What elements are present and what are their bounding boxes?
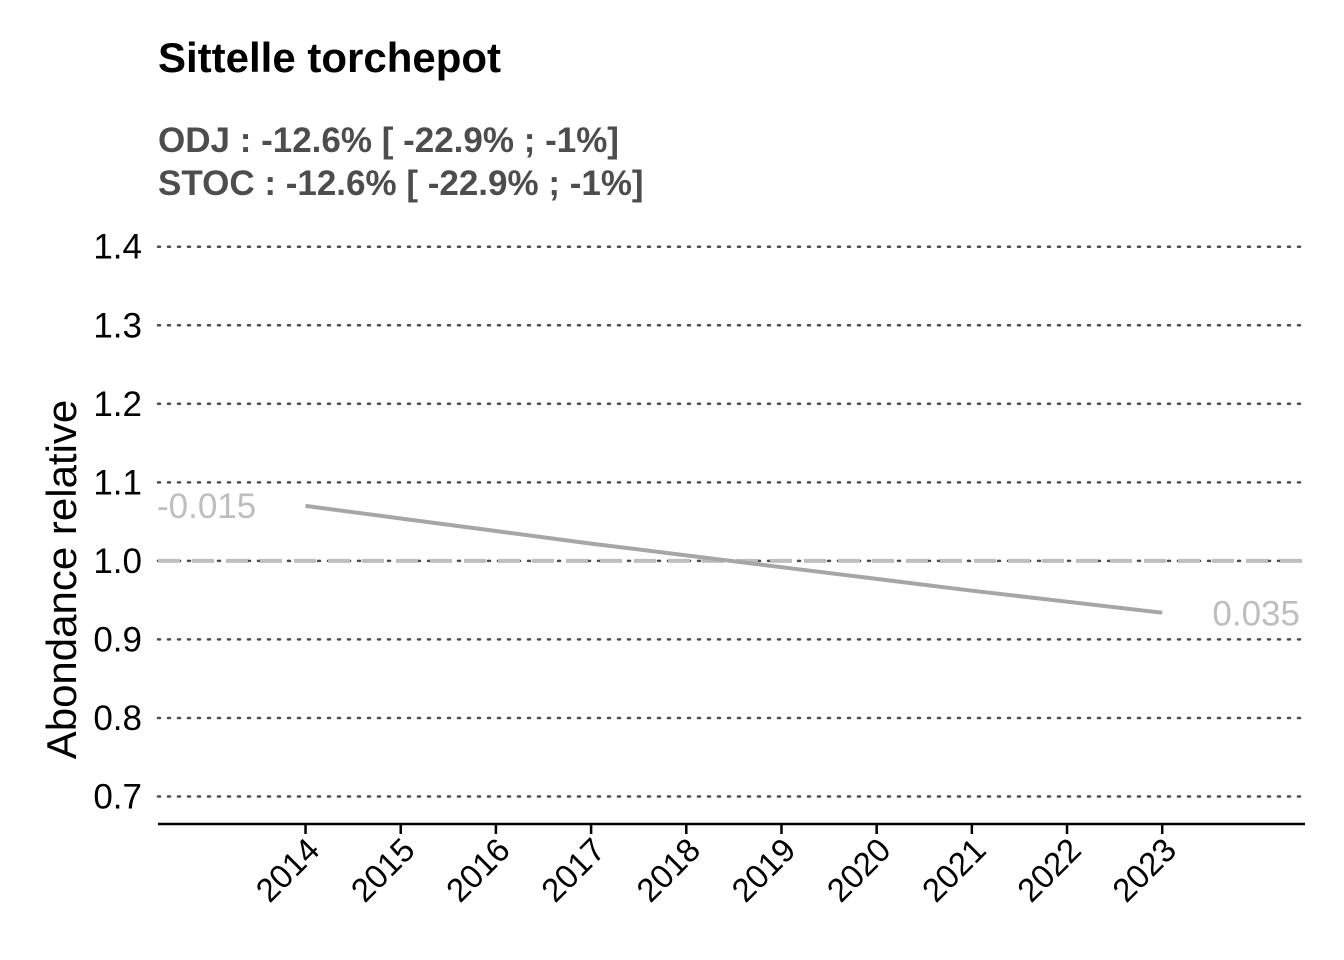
y-tick-label: 1.1: [93, 463, 142, 502]
x-tick-label: 2014: [248, 831, 326, 909]
y-tick-labels: 0.7 0.8 0.9 1.0 1.1 1.2 1.3 1.4: [93, 228, 142, 817]
y-tick-label: 0.9: [93, 620, 142, 659]
y-tick-label: 1.3: [93, 306, 142, 345]
start-value-label: -0.015: [157, 487, 256, 526]
x-ticks: 2014 2015 2016 2017 2018 2019 2020 2021 2022 2023: [248, 824, 1183, 909]
x-tick-label: 2018: [629, 831, 707, 909]
x-tick-label: 2019: [724, 831, 802, 909]
y-tick-label: 0.8: [93, 699, 142, 738]
x-tick-label: 2017: [534, 831, 612, 909]
x-tick-label: 2020: [820, 831, 898, 909]
chart-subtitle-stoc: STOC : -12.6% [ -22.9% ; -1%]: [158, 164, 644, 203]
y-tick-label: 0.7: [93, 778, 142, 817]
x-tick-label: 2021: [915, 831, 993, 909]
y-gridlines: [156, 245, 1307, 798]
x-tick-label: 2015: [344, 831, 422, 909]
y-tick-label: 1.4: [93, 228, 142, 267]
end-value-label: 0.035: [1212, 595, 1300, 634]
series-line: [305, 503, 1163, 615]
chart-title: Sittelle torchepot: [158, 34, 502, 81]
x-tick-label: 2022: [1010, 831, 1088, 909]
y-tick-label: 1.0: [93, 542, 142, 581]
chart-subtitle-odj: ODJ : -12.6% [ -22.9% ; -1%]: [158, 121, 619, 160]
y-tick-label: 1.2: [93, 385, 142, 424]
x-tick-label: 2016: [439, 831, 517, 909]
y-axis-label: Abondance relative: [38, 400, 85, 760]
x-tick-label: 2023: [1105, 831, 1183, 909]
